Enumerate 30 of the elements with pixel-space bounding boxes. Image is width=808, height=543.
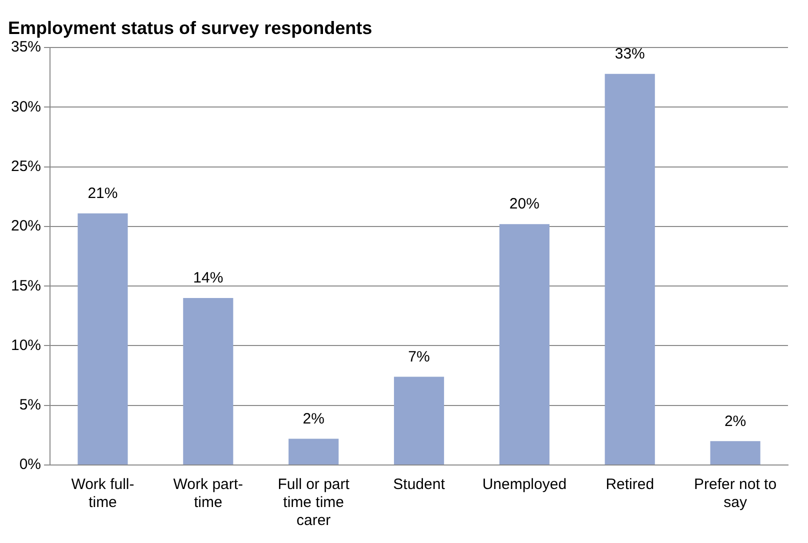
data-label: 21% [88, 185, 118, 202]
x-tick-label: Full or part time time carer [278, 476, 350, 530]
y-tick-label: 35% [10, 38, 42, 56]
y-tick-label: 10% [10, 336, 42, 354]
x-tick-label: Work part-time [173, 476, 244, 512]
x-tick-label: Student [393, 476, 446, 494]
bar [78, 213, 128, 464]
y-tick-label: 20% [10, 218, 42, 235]
y-tick-label: 5% [19, 396, 42, 414]
y-tick-label: 0% [19, 456, 42, 474]
bar [183, 298, 234, 464]
bar [604, 74, 655, 464]
x-tick-label: Prefer not to say [694, 476, 777, 512]
y-tick-label: 15% [10, 277, 42, 294]
data-label: 2% [724, 412, 746, 430]
x-tick-label: Retired [606, 476, 654, 494]
bar [499, 224, 550, 464]
chart-title: Employment status of survey respondents [8, 18, 372, 38]
data-label: 33% [614, 45, 645, 62]
x-tick-label: Work full-time [71, 476, 134, 512]
bar [288, 438, 339, 464]
data-label: 2% [302, 410, 324, 428]
data-label: 14% [193, 270, 224, 287]
data-label: 20% [509, 196, 540, 213]
data-label: 7% [408, 348, 430, 366]
x-tick-label: Unemployed [482, 476, 567, 494]
bar [394, 376, 444, 464]
y-tick-label: 30% [10, 98, 42, 116]
bar [710, 441, 760, 464]
y-tick-label: 25% [10, 158, 42, 175]
